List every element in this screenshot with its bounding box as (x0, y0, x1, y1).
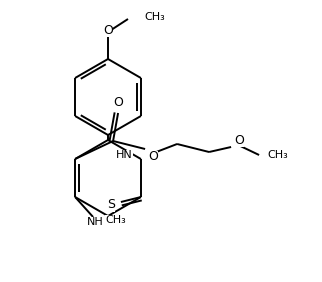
Text: O: O (234, 133, 244, 147)
Text: O: O (113, 96, 123, 109)
Text: HN: HN (116, 150, 133, 160)
Text: S: S (107, 199, 115, 212)
Text: CH₃: CH₃ (105, 215, 126, 225)
Text: NH: NH (87, 217, 104, 227)
Text: CH₃: CH₃ (144, 12, 165, 22)
Text: CH₃: CH₃ (267, 150, 288, 160)
Text: O: O (103, 23, 113, 36)
Text: O: O (148, 151, 158, 164)
